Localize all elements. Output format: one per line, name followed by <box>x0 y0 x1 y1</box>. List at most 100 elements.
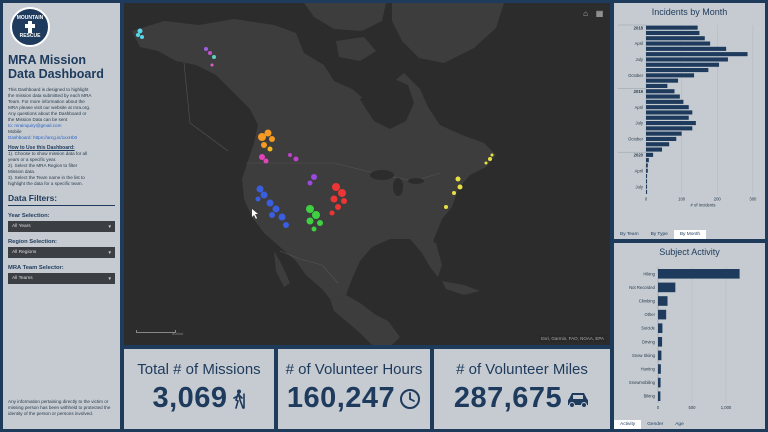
chevron-down-icon: ▼ <box>107 276 112 281</box>
info-sidebar: MOUNTAIN RESCUE MRA Mission Data Dashboa… <box>3 3 120 429</box>
logo-text-top: MOUNTAIN <box>16 15 44 21</box>
logo-text-bottom: RESCUE <box>19 33 41 39</box>
y-tick-label: 2018 <box>634 25 644 30</box>
activity-bar <box>658 309 667 320</box>
month-bar <box>646 184 648 189</box>
incidents-chart-title: Incidents by Month <box>651 7 728 17</box>
month-bar <box>646 163 648 168</box>
x-tick-label: 0 <box>645 197 648 202</box>
hours-label: # of Volunteer Hours <box>285 361 423 378</box>
activity-label: Suicide <box>641 326 655 331</box>
dashboard-description: This Dashboard is designed to highlight … <box>8 87 115 141</box>
x-tick-label: 100 <box>678 197 686 202</box>
year-select-value: All Years <box>12 224 31 229</box>
y-tick-label: October <box>628 73 644 78</box>
y-tick-label: 2019 <box>634 89 644 94</box>
clock-icon <box>400 389 421 410</box>
team-select[interactable]: All Teams ▼ <box>8 273 115 284</box>
mission-points <box>136 28 494 232</box>
activity-label: Snow Skiing <box>632 353 656 358</box>
activity-bar <box>658 269 740 279</box>
incidents-bar-chart: 0 100 200 300 2018 April July October 2019 April J… <box>618 24 757 208</box>
subject-chart-title: Subject Activity <box>659 247 720 257</box>
month-bar <box>646 131 682 136</box>
month-bar <box>646 30 700 35</box>
home-icon[interactable]: ⌂ <box>583 9 588 18</box>
x-tick-label: 500 <box>689 405 697 410</box>
tab-by-month[interactable]: By Month <box>673 230 707 239</box>
miles-tile: # of Volunteer Miles 287,675 <box>434 349 610 429</box>
x-tick-label: 200 <box>714 197 722 202</box>
desc-line: This Dashboard is designed to highlight <box>8 87 89 92</box>
activity-label: Other <box>645 312 656 317</box>
month-bar <box>646 105 689 110</box>
hours-value: 160,247 <box>278 382 430 415</box>
tab-by-type[interactable]: By Type <box>650 232 668 237</box>
activity-bar <box>658 350 662 361</box>
month-bar <box>646 115 689 120</box>
activity-label: Not Recorded <box>629 285 656 290</box>
month-bar <box>646 68 709 73</box>
month-bar <box>646 94 680 99</box>
activity-bar <box>658 364 661 374</box>
y-tick-label: 2020 <box>634 153 644 158</box>
missions-label: Total # of Missions <box>137 361 261 378</box>
month-bar <box>646 121 696 126</box>
month-bar <box>646 168 648 173</box>
email-link[interactable]: to: mrainquiry@gmail.com <box>8 123 62 128</box>
desc-line: Mobile <box>8 129 22 134</box>
tab-by-team[interactable]: By Team <box>620 232 639 237</box>
activity-label: Biking <box>644 394 656 399</box>
y-tick-label: October <box>628 137 644 142</box>
y-tick-label: April <box>635 41 643 46</box>
activity-bar <box>658 377 661 388</box>
privacy-disclaimer: Any information pertaining directly to t… <box>8 399 111 416</box>
howto-line: 2). Select the MRA Region to filter <box>8 163 78 168</box>
month-bar <box>646 142 670 147</box>
howto-title: How to Use this Dashboard: <box>8 145 75 151</box>
activity-label: Hiking <box>643 271 655 276</box>
month-bar <box>646 52 748 57</box>
cross-icon <box>25 21 35 33</box>
tab-age[interactable]: Age <box>675 422 684 427</box>
subject-activity-panel: Subject Activity 0 500 1,000 Hiking Not Reco… <box>614 243 765 429</box>
year-select[interactable]: All Years ▼ <box>8 221 115 232</box>
scale-bar-label: 500mi <box>172 331 183 336</box>
month-bar <box>646 189 648 194</box>
miles-label: # of Volunteer Miles <box>456 361 588 378</box>
scale-bar <box>136 330 176 333</box>
team-selector-label: MRA Team Selector: <box>8 265 64 271</box>
month-bar <box>646 78 679 83</box>
mobile-dashboard-link[interactable]: Dashboard: https://arcg.is/1xxHb0 <box>8 135 78 140</box>
chevron-down-icon: ▼ <box>107 250 112 255</box>
mountain-rescue-logo: MOUNTAIN RESCUE <box>10 7 50 47</box>
y-tick-label: April <box>635 105 643 110</box>
howto-line: 1). Choose to show mission data for all <box>8 151 88 156</box>
tab-gender[interactable]: Gender <box>647 422 664 427</box>
filters-title: Data Filters: <box>8 193 115 206</box>
month-bar <box>646 57 728 62</box>
activity-label: Climbing <box>639 299 656 304</box>
north-america-basemap <box>132 3 504 345</box>
region-select[interactable]: All Regions ▼ <box>8 247 115 258</box>
region-selection-label: Region Selection: <box>8 239 57 245</box>
tab-activity[interactable]: Activity <box>614 420 642 429</box>
grid-icon[interactable]: ▦ <box>595 9 604 18</box>
y-tick-label: July <box>636 184 644 189</box>
mission-map[interactable]: ⌂ ▦ 500mi Esri, Garmin, FAO, NOAA, EPA <box>124 3 610 345</box>
activity-bar <box>658 337 663 347</box>
month-bar <box>646 158 649 163</box>
y-tick-label: April <box>635 168 643 173</box>
month-bar <box>646 152 654 157</box>
missions-value: 3,069 <box>124 382 274 415</box>
mouse-cursor-icon <box>252 209 258 219</box>
subject-activity-bar-chart: 0 500 1,000 Hiking Not Recorded Climbing Other… <box>629 267 740 410</box>
month-bar <box>646 41 711 46</box>
map-toolbar: ⌂ ▦ <box>581 9 604 18</box>
region-select-value: All Regions <box>12 250 37 255</box>
subject-tab-bar: Activity Gender Age <box>614 420 690 429</box>
howto-instructions: 1). Choose to show mission data for all … <box>8 151 115 187</box>
howto-line: highlight the data for a specific team. <box>8 181 83 186</box>
howto-line: Mission data. <box>8 169 36 174</box>
desc-line: the mission data submitted by each MRA <box>8 93 92 98</box>
